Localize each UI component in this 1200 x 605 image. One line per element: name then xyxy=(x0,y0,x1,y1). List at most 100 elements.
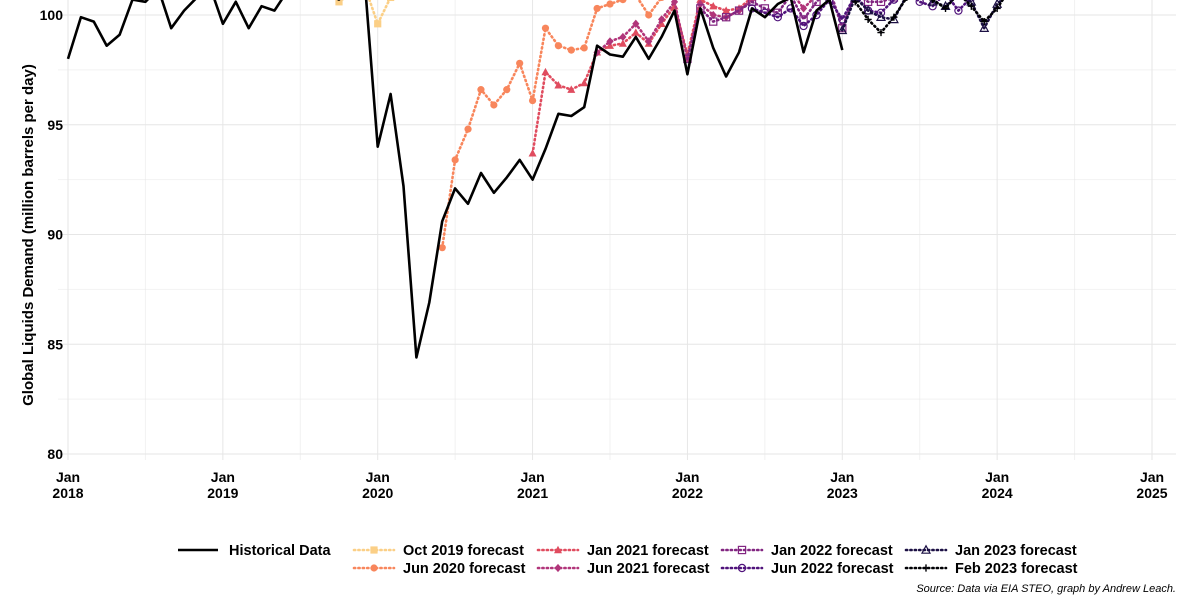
data-point xyxy=(606,0,614,8)
legend-label: Jun 2021 forecast xyxy=(587,561,710,577)
data-point xyxy=(709,17,718,26)
legend-marker xyxy=(554,545,562,554)
data-point xyxy=(889,0,899,4)
data-point xyxy=(967,2,975,10)
data-point xyxy=(631,28,640,36)
legend-label: Jan 2022 forecast xyxy=(771,543,893,559)
series-line xyxy=(686,0,891,61)
data-point xyxy=(477,86,485,94)
data-point xyxy=(554,81,563,89)
y-tick-label: 95 xyxy=(47,117,63,133)
x-tick-label-year: 2024 xyxy=(982,485,1013,501)
x-tick-label-year: 2021 xyxy=(517,485,548,501)
x-tick-label-month: Jan xyxy=(56,469,80,485)
data-point xyxy=(799,4,808,13)
axes: Global Liquids Demand (million barrels p… xyxy=(20,7,1168,501)
legend-item: Jan 2021 forecast xyxy=(536,543,709,559)
data-point xyxy=(645,37,653,46)
data-point xyxy=(980,17,988,26)
legend-label: Jun 2020 forecast xyxy=(403,561,526,577)
series-jun-2021-forecast xyxy=(593,0,814,63)
data-point xyxy=(335,0,343,6)
data-point xyxy=(464,125,472,133)
legend-item: Oct 2019 forecast xyxy=(352,543,524,559)
data-point xyxy=(763,0,767,2)
legend-marker xyxy=(554,563,562,573)
data-point xyxy=(709,10,717,20)
series-line xyxy=(66,0,844,359)
data-point xyxy=(580,44,588,52)
data-point xyxy=(618,39,627,47)
data-point xyxy=(696,0,704,9)
data-point xyxy=(541,24,550,32)
series-jan-2021-forecast xyxy=(528,0,756,157)
legend-label: Oct 2019 forecast xyxy=(403,543,524,559)
data-point xyxy=(619,0,627,4)
data-point xyxy=(890,13,898,21)
data-point xyxy=(812,0,821,7)
data-point xyxy=(722,6,731,14)
series-line xyxy=(337,0,391,26)
data-point xyxy=(387,0,395,2)
data-point xyxy=(658,15,666,24)
legend-item: Historical Data xyxy=(178,543,331,559)
data-point xyxy=(580,78,589,87)
series-layer xyxy=(66,0,1005,359)
legend-item: Jan 2023 forecast xyxy=(904,543,1077,559)
data-point xyxy=(773,12,782,22)
x-tick-label-year: 2023 xyxy=(827,485,858,501)
data-point xyxy=(451,156,459,164)
legend-marker xyxy=(370,564,378,572)
data-point xyxy=(877,28,885,37)
legend-label: Historical Data xyxy=(229,543,331,559)
data-point xyxy=(863,5,874,15)
data-point xyxy=(670,0,679,6)
data-point xyxy=(554,42,562,50)
series-line xyxy=(531,0,751,155)
data-point xyxy=(632,19,640,28)
data-point xyxy=(747,0,757,7)
series-jan-2022-forecast xyxy=(683,0,899,64)
data-point xyxy=(528,97,537,105)
x-tick-label-month: Jan xyxy=(1140,469,1164,485)
data-point xyxy=(954,6,963,15)
y-tick-label: 80 xyxy=(47,446,63,462)
data-point xyxy=(659,0,665,2)
data-point xyxy=(438,244,446,252)
data-point xyxy=(619,32,627,42)
x-tick-label-month: Jan xyxy=(675,469,699,485)
data-point xyxy=(567,85,576,93)
data-point xyxy=(593,4,601,13)
data-point xyxy=(838,15,847,24)
data-point xyxy=(541,67,550,76)
legend-item: Jun 2021 forecast xyxy=(536,561,710,577)
x-tick-label-month: Jan xyxy=(366,469,390,485)
data-point xyxy=(838,23,847,33)
data-point xyxy=(915,0,924,7)
data-point xyxy=(799,21,808,31)
legend-item: Jan 2022 forecast xyxy=(720,543,893,559)
data-point xyxy=(528,149,537,157)
x-tick-label-year: 2020 xyxy=(362,485,393,501)
legend-label: Jun 2022 forecast xyxy=(771,561,894,577)
series-line xyxy=(841,0,1004,32)
data-point xyxy=(606,37,614,46)
legend-item: Feb 2023 forecast xyxy=(904,561,1078,577)
data-point xyxy=(490,101,498,109)
series-oct-2019-forecast xyxy=(335,0,395,28)
y-tick-label: 90 xyxy=(47,227,63,243)
data-point xyxy=(709,2,718,10)
x-tick-label-month: Jan xyxy=(830,469,854,485)
data-point xyxy=(721,12,731,22)
chart-caption: Source: Data via EIA STEO, graph by Andr… xyxy=(916,583,1176,595)
data-point xyxy=(876,0,886,7)
legend: Historical Data Oct 2019 forecast Jun 2020… xyxy=(178,543,1078,577)
legend-marker xyxy=(370,546,378,554)
series-historical-data xyxy=(66,0,844,359)
legend-label: Jan 2021 forecast xyxy=(587,543,709,559)
legend-label: Feb 2023 forecast xyxy=(955,561,1078,577)
data-point xyxy=(374,20,382,28)
x-tick-label-year: 2025 xyxy=(1136,485,1167,501)
data-point xyxy=(864,15,872,23)
